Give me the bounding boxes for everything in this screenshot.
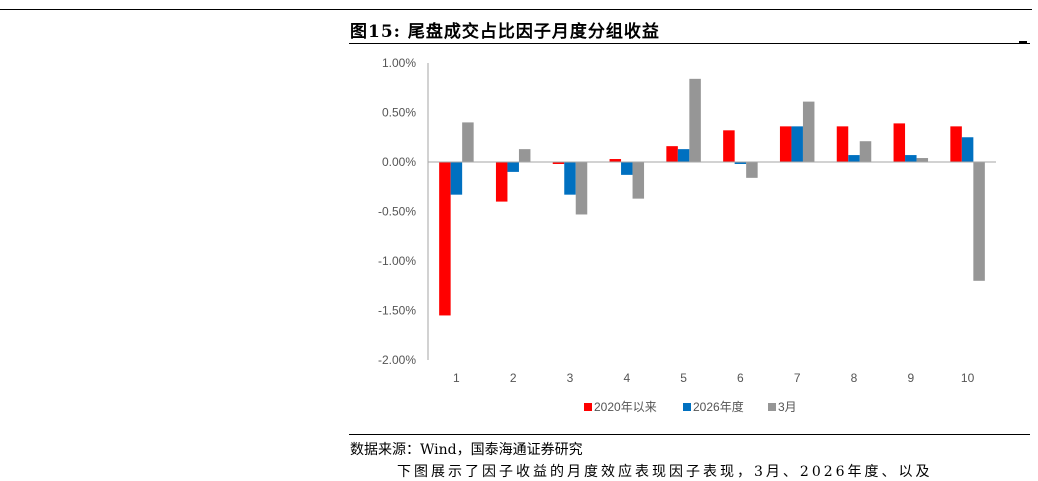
bar-3-cat-5 xyxy=(689,78,701,162)
bars xyxy=(439,78,985,316)
bar-2-cat-7 xyxy=(791,126,803,162)
y-tick-label: 1.00% xyxy=(382,56,416,70)
legend: 2020年以来 2026年度 3月 xyxy=(584,399,797,414)
top-tick-mark xyxy=(1019,41,1027,43)
source-note: 数据来源：Wind，国泰海通证券研究 xyxy=(350,442,583,458)
bar-3-cat-6 xyxy=(746,162,758,178)
x-tick-label: 4 xyxy=(623,371,630,385)
body-text-fragment: 下图展示了因子收益的月度效应表现因子表现，3月、2026年度、以及 xyxy=(397,464,933,480)
bar-3-cat-8 xyxy=(859,141,872,162)
y-tick-label: -1.50% xyxy=(378,304,416,318)
bar-1-cat-1 xyxy=(439,162,451,316)
bar-1-cat-10 xyxy=(950,126,962,162)
y-tick-label: -2.00% xyxy=(378,353,416,367)
y-tick-label: 0.00% xyxy=(382,155,416,169)
bar-3-cat-10 xyxy=(973,162,985,281)
bar-3-cat-7 xyxy=(802,101,815,162)
legend-label-2: 2026年度 xyxy=(693,399,744,414)
bar-3-cat-2 xyxy=(518,149,531,162)
y-axis: 1.00% 0.50% 0.00% -0.50% -1.00% -1.50% -2.00% xyxy=(378,56,429,367)
x-tick-label: 3 xyxy=(567,371,574,385)
source-rule xyxy=(349,434,1030,435)
x-tick-label: 5 xyxy=(680,371,687,385)
legend-label-1: 2020年以来 xyxy=(594,400,657,414)
x-tick-label: 6 xyxy=(737,371,744,385)
bar-2-cat-4 xyxy=(621,162,633,175)
bar-2-cat-8 xyxy=(848,155,860,162)
bar-2-cat-2 xyxy=(507,162,519,172)
bar-2-cat-1 xyxy=(450,162,463,195)
bar-1-cat-4 xyxy=(609,159,622,162)
bar-1-cat-5 xyxy=(666,146,678,162)
legend-swatch-1 xyxy=(584,403,592,411)
y-tick-label: -1.00% xyxy=(378,254,416,268)
bar-1-cat-8 xyxy=(836,126,849,162)
bar-1-cat-6 xyxy=(723,130,735,162)
bar-3-cat-3 xyxy=(575,162,588,215)
bar-3-cat-4 xyxy=(632,162,645,199)
bar-1-cat-2 xyxy=(495,162,508,202)
y-tick-label: -0.50% xyxy=(378,205,416,219)
x-tick-label: 10 xyxy=(961,371,975,385)
bar-3-cat-9 xyxy=(916,158,929,162)
figure-title: 图15: 尾盘成交占比因子月度分组收益 xyxy=(350,22,660,42)
legend-label-3: 3月 xyxy=(778,400,797,414)
x-tick-label: 9 xyxy=(907,371,914,385)
bar-3-cat-1 xyxy=(462,122,474,162)
title-rule xyxy=(349,43,1030,44)
x-tick-label: 1 xyxy=(453,371,460,385)
legend-swatch-2 xyxy=(683,403,691,411)
x-tick-label: 8 xyxy=(851,371,858,385)
bar-2-cat-9 xyxy=(905,155,917,162)
bar-1-cat-7 xyxy=(779,126,792,162)
top-rule xyxy=(0,9,1032,10)
x-tick-label: 2 xyxy=(510,371,517,385)
bar-1-cat-3 xyxy=(552,162,565,164)
legend-swatch-3 xyxy=(768,403,776,411)
x-tick-label: 7 xyxy=(794,371,801,385)
bar-2-cat-10 xyxy=(961,137,974,162)
bar-1-cat-9 xyxy=(893,123,906,162)
bar-2-cat-5 xyxy=(677,149,690,162)
bar-2-cat-3 xyxy=(564,162,576,195)
bar-2-cat-6 xyxy=(734,162,747,164)
y-tick-label: 0.50% xyxy=(382,106,416,120)
x-axis: 1 2 3 4 5 6 7 8 9 10 xyxy=(428,161,996,385)
